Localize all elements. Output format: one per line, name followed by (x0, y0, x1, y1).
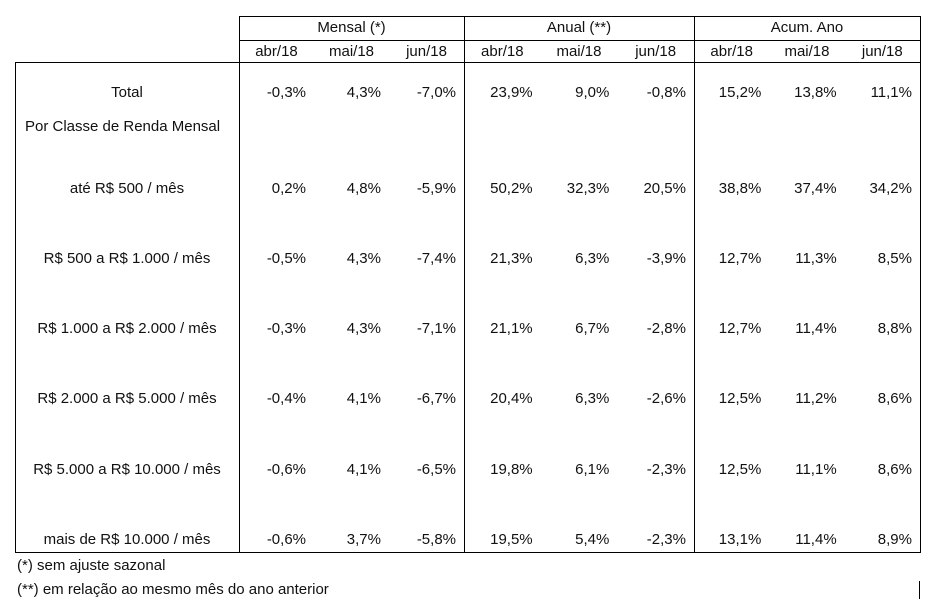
value-cell: 13,1% (718, 531, 762, 548)
data-table: Mensal (*) Anual (**) Acum. Ano abr/18 mai/1… (15, 16, 921, 553)
value-cell: 20,5% (643, 180, 686, 197)
value-cell: -3,9% (646, 250, 686, 267)
value-cell: -0,6% (266, 531, 306, 548)
month-header: abr/18 (255, 43, 298, 60)
value-cell: -7,1% (416, 320, 456, 337)
row-label: R$ 2.000 a R$ 5.000 / mês (37, 390, 217, 407)
value-cell: 4,3% (346, 250, 381, 267)
row-label: Total (111, 84, 143, 101)
value-cell: 11,2% (795, 390, 837, 407)
value-cell: 4,8% (346, 180, 381, 197)
value-cell: 9,0% (575, 84, 610, 101)
value-cell: 21,3% (490, 250, 533, 267)
value-cell: 6,7% (575, 320, 610, 337)
group-border-3 (920, 16, 921, 553)
footnote: (**) em relação ao mesmo mês do ano ante… (17, 581, 329, 598)
value-cell: 0,2% (271, 180, 306, 197)
month-header: jun/18 (861, 43, 903, 60)
value-cell: 6,3% (575, 250, 610, 267)
group-border-0 (239, 16, 240, 553)
value-cell: 12,7% (718, 320, 762, 337)
value-cell: -2,6% (646, 390, 686, 407)
value-cell: 19,8% (490, 461, 533, 478)
value-cell: -2,8% (646, 320, 686, 337)
group-header: Anual (**) (546, 19, 612, 36)
value-cell: 15,2% (718, 84, 762, 101)
value-cell: -6,7% (416, 390, 456, 407)
month-header: mai/18 (784, 43, 830, 60)
value-cell: 20,4% (490, 390, 533, 407)
month-header: abr/18 (710, 43, 753, 60)
value-cell: -7,4% (416, 250, 456, 267)
value-cell: 6,1% (575, 461, 610, 478)
value-cell: -7,0% (416, 84, 456, 101)
value-cell: 34,2% (869, 180, 912, 197)
value-cell: -0,8% (646, 84, 686, 101)
value-cell: 5,4% (575, 531, 610, 548)
value-cell: 21,1% (490, 320, 533, 337)
value-cell: -0,6% (266, 461, 306, 478)
value-cell: 8,8% (877, 320, 912, 337)
value-cell: 12,7% (718, 250, 762, 267)
value-cell: 4,3% (346, 84, 381, 101)
value-cell: 37,4% (794, 180, 837, 197)
value-cell: 12,5% (718, 461, 762, 478)
value-cell: 38,8% (718, 180, 762, 197)
value-cell: 3,7% (346, 531, 381, 548)
group-header: Acum. Ano (770, 19, 844, 36)
value-cell: -0,4% (266, 390, 306, 407)
header-mid-border (239, 40, 920, 41)
value-cell: 11,1% (795, 461, 837, 478)
value-cell: 50,2% (490, 180, 533, 197)
row-label: até R$ 500 / mês (69, 180, 185, 197)
footnote: (*) sem ajuste sazonal (17, 557, 166, 574)
value-cell: -5,8% (416, 531, 456, 548)
row-label: R$ 5.000 a R$ 10.000 / mês (33, 461, 221, 478)
group-header: Mensal (*) (317, 19, 386, 36)
value-cell: -0,5% (266, 250, 306, 267)
month-header: abr/18 (481, 43, 524, 60)
month-header: mai/18 (556, 43, 602, 60)
value-cell: 8,6% (877, 461, 912, 478)
value-cell: 4,1% (346, 390, 381, 407)
value-cell: -6,5% (416, 461, 456, 478)
value-cell: 11,1% (870, 84, 912, 101)
value-cell: -5,9% (416, 180, 456, 197)
stray-mark (919, 581, 920, 599)
value-cell: 8,6% (877, 390, 912, 407)
value-cell: -2,3% (646, 461, 686, 478)
month-header: jun/18 (635, 43, 677, 60)
value-cell: 32,3% (566, 180, 610, 197)
value-cell: 11,4% (795, 320, 837, 337)
value-cell: 6,3% (575, 390, 610, 407)
section-label: Por Classe de Renda Mensal (25, 118, 221, 135)
group-border-2 (694, 16, 695, 553)
row-label: R$ 1.000 a R$ 2.000 / mês (37, 320, 217, 337)
value-cell: 8,9% (877, 531, 912, 548)
row-label: mais de R$ 10.000 / mês (43, 531, 211, 548)
row-label: R$ 500 a R$ 1.000 / mês (43, 250, 211, 267)
value-cell: -2,3% (646, 531, 686, 548)
month-header: mai/18 (328, 43, 375, 60)
value-cell: 19,5% (490, 531, 533, 548)
value-cell: 4,1% (346, 461, 381, 478)
table-left-border (15, 62, 16, 553)
value-cell: 13,8% (794, 84, 837, 101)
value-cell: 4,3% (346, 320, 381, 337)
month-header: jun/18 (406, 43, 447, 60)
group-border-1 (464, 16, 465, 553)
body-bottom-border (15, 552, 920, 553)
value-cell: 8,5% (877, 250, 912, 267)
value-cell: 11,3% (795, 250, 837, 267)
value-cell: 23,9% (490, 84, 533, 101)
header-top-border (239, 16, 920, 17)
value-cell: 11,4% (795, 531, 837, 548)
body-top-border (15, 62, 920, 63)
value-cell: -0,3% (266, 320, 306, 337)
value-cell: -0,3% (266, 84, 306, 101)
value-cell: 12,5% (718, 390, 762, 407)
